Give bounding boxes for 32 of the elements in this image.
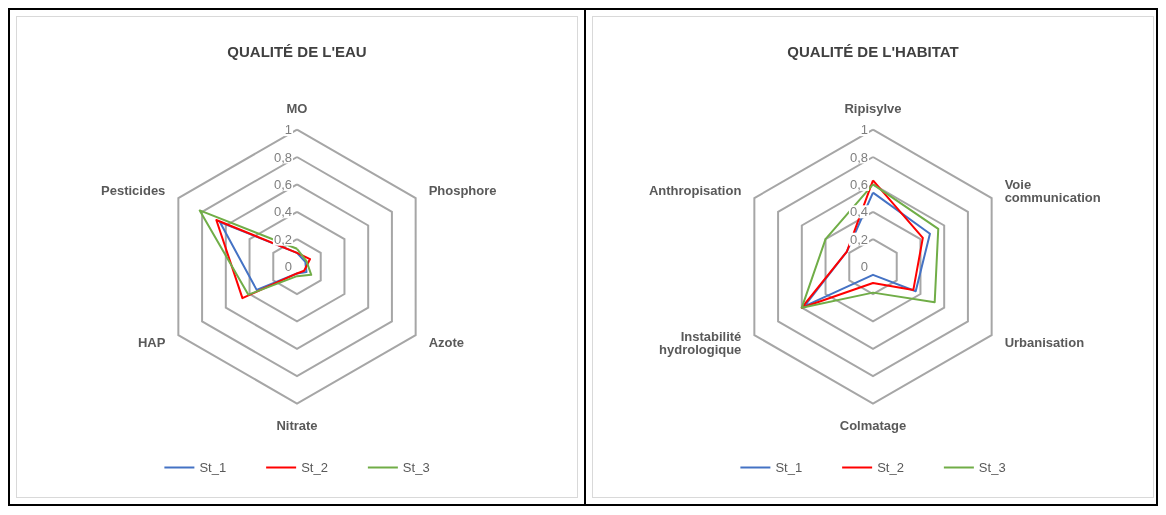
y-tick-label: 0 [284, 259, 292, 275]
y-tick-label: 0,6 [273, 176, 292, 192]
y-tick-label: 1 [284, 122, 292, 138]
spoke-label: Pesticides [101, 183, 166, 199]
spoke-label: Instabilité hydrologique [659, 328, 742, 357]
y-tick-label: 0,2 [849, 231, 868, 247]
spoke-label: Nitrate [276, 417, 318, 433]
chart-title: QUALITÉ DE L'EAU [227, 43, 367, 60]
y-tick-label: 0,6 [849, 176, 868, 192]
spoke-label: MO [286, 100, 308, 116]
spoke-label: Colmatage [839, 417, 907, 433]
legend-label: St_2 [877, 460, 904, 475]
legend-label: St_3 [402, 460, 430, 475]
legend-label: St_1 [199, 460, 227, 475]
spoke-label: HAP [137, 335, 166, 351]
chart-title: QUALITÉ DE L'HABITAT [787, 43, 959, 60]
spoke-label: Voie communication [1004, 176, 1101, 205]
legend-label: St_1 [775, 460, 803, 475]
y-tick-label: 0 [860, 259, 868, 275]
y-tick-label: 0,2 [273, 231, 292, 247]
y-tick-label: 0,8 [273, 149, 292, 165]
spoke-label: Phosphore [428, 183, 497, 199]
spoke-label: Ripisylve [844, 100, 902, 116]
spoke-label: Anthropisation [648, 183, 742, 199]
spoke-label: Urbanisation [1004, 335, 1085, 351]
y-tick-label: 0,8 [849, 149, 868, 165]
y-tick-label: 1 [860, 122, 868, 138]
y-tick-label: 0,4 [273, 204, 292, 220]
legend-label: St_3 [978, 460, 1006, 475]
y-tick-label: 0,4 [849, 204, 868, 220]
spoke-label: Azote [428, 335, 465, 351]
legend-label: St_2 [301, 460, 328, 475]
